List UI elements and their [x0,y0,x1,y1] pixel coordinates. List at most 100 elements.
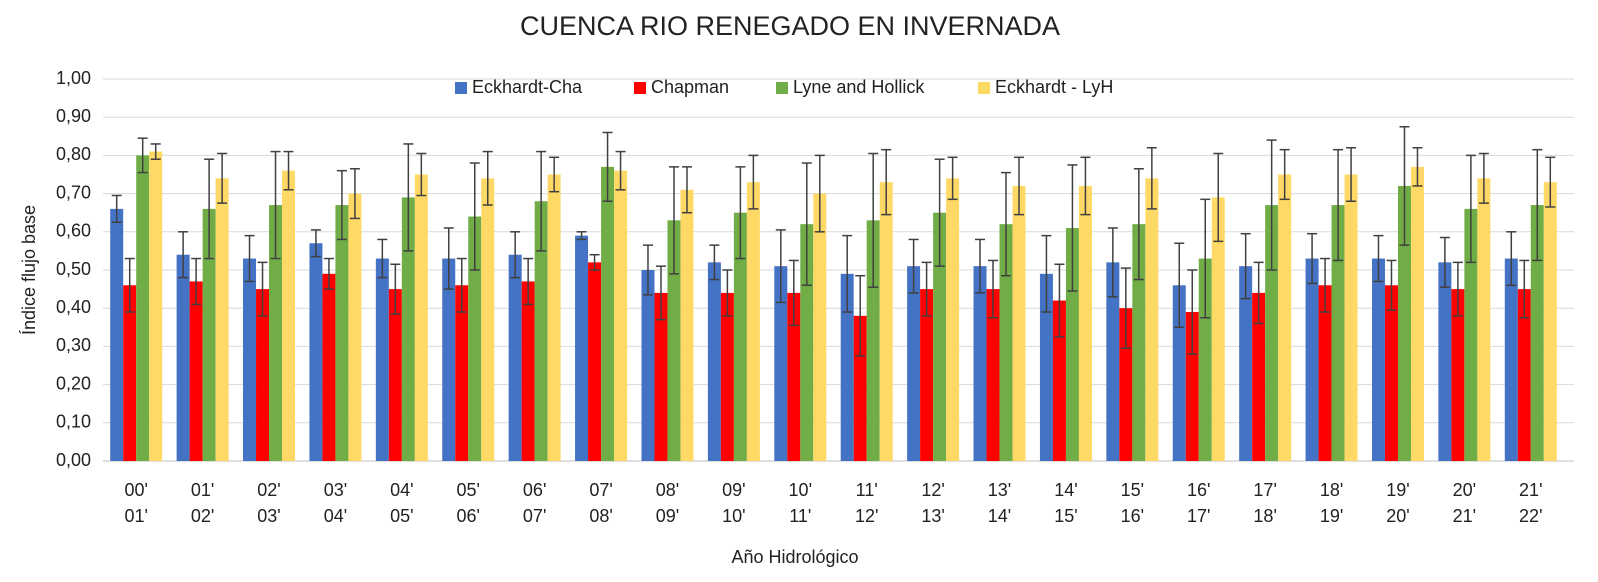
x-tick-label: 18' [1253,506,1276,526]
x-tick-label: 11' [789,506,811,526]
bar [907,266,921,461]
error-bar [842,234,853,313]
bar [1211,197,1225,462]
x-tick-label: 01' [124,506,147,526]
bar [1371,258,1385,461]
x-tick-label: 06' [457,506,480,526]
error-bar [1174,242,1185,329]
bar [920,289,934,461]
bar [654,292,668,461]
x-tick-label: 20' [1386,506,1409,526]
y-tick-label: 0,20 [56,373,91,393]
bar [1278,174,1292,461]
error-bar [642,244,653,296]
error-bar [244,234,255,283]
x-tick-label: 08' [589,506,612,526]
bar [1331,205,1345,461]
error-bar [111,194,122,223]
x-axis-label: Año Hidrológico [731,547,858,567]
error-bar [178,231,189,279]
bar [720,292,734,461]
error-bar [1067,164,1078,292]
error-bar [1107,227,1118,298]
bar [1305,258,1319,461]
bar [1198,258,1212,461]
error-bar [390,263,401,315]
x-tick-label: 11' [856,480,878,500]
chart-title: CUENCA RIO RENEGADO EN INVERNADA [520,11,1060,41]
y-tick-label: 0,50 [56,259,91,279]
y-tick-label: 0,90 [56,106,91,126]
y-axis-label: Índice flujo base [19,205,39,335]
error-bar [1014,156,1025,216]
bar [149,151,163,461]
error-bar [1307,232,1318,285]
x-tick-label: 12' [921,480,944,500]
x-tick-label: 15' [1054,506,1077,526]
error-bar [1519,259,1530,319]
bar [1438,262,1452,461]
error-bar [1080,156,1091,216]
bar [588,262,602,461]
error-bar [788,259,799,327]
error-bar [1439,236,1450,288]
error-bar [1506,231,1517,287]
error-bar [1478,152,1489,204]
bar [243,258,257,461]
bar [1039,273,1053,461]
y-tick-label: 0,80 [56,144,91,164]
bar [1265,205,1279,461]
error-bar [1386,259,1397,311]
x-tick-label: 16' [1121,506,1144,526]
error-bar [257,261,268,317]
bar [1252,292,1266,461]
x-tick-label: 00' [124,480,147,500]
x-tick-label: 19' [1386,480,1409,500]
bar [733,212,747,461]
error-bar [934,158,945,267]
error-bar [908,238,919,294]
x-tick-label: 04' [390,480,413,500]
error-bar [947,156,958,201]
bar [1185,312,1199,461]
x-tick-label: 14' [1054,480,1077,500]
bar [309,243,323,461]
error-bar [1041,234,1052,313]
bar [999,224,1013,461]
legend-swatch [455,82,467,94]
error-bar [456,257,467,313]
error-bar [270,150,281,260]
bar [973,266,987,461]
error-bar [615,150,626,191]
bar [575,235,589,461]
bar [322,273,336,461]
y-tick-label: 0,00 [56,450,91,470]
bar [388,289,402,461]
x-tick-label: 06' [523,480,546,500]
error-bar [1545,156,1556,208]
bar [1451,289,1465,461]
bar [853,315,867,461]
legend-swatch [634,82,646,94]
bar [1106,262,1120,461]
y-tick-label: 0,30 [56,335,91,355]
error-bar [1187,269,1198,355]
x-tick-label: 09' [656,506,679,526]
error-bar [748,154,759,210]
error-bar [1213,152,1224,243]
error-bar [668,166,679,275]
error-bar [1146,147,1157,210]
bar [215,178,229,461]
error-bar [349,168,360,220]
error-bar [403,143,414,252]
x-tick-label: 02' [257,480,280,500]
bar [401,197,415,462]
x-tick-label: 21' [1519,480,1542,500]
legend-label: Eckhardt-Cha [472,77,583,97]
legend-label: Chapman [651,77,729,97]
error-bar [204,158,215,260]
bar [534,201,548,462]
error-bar [510,231,521,279]
bar [202,208,216,461]
x-tick-label: 02' [191,506,214,526]
